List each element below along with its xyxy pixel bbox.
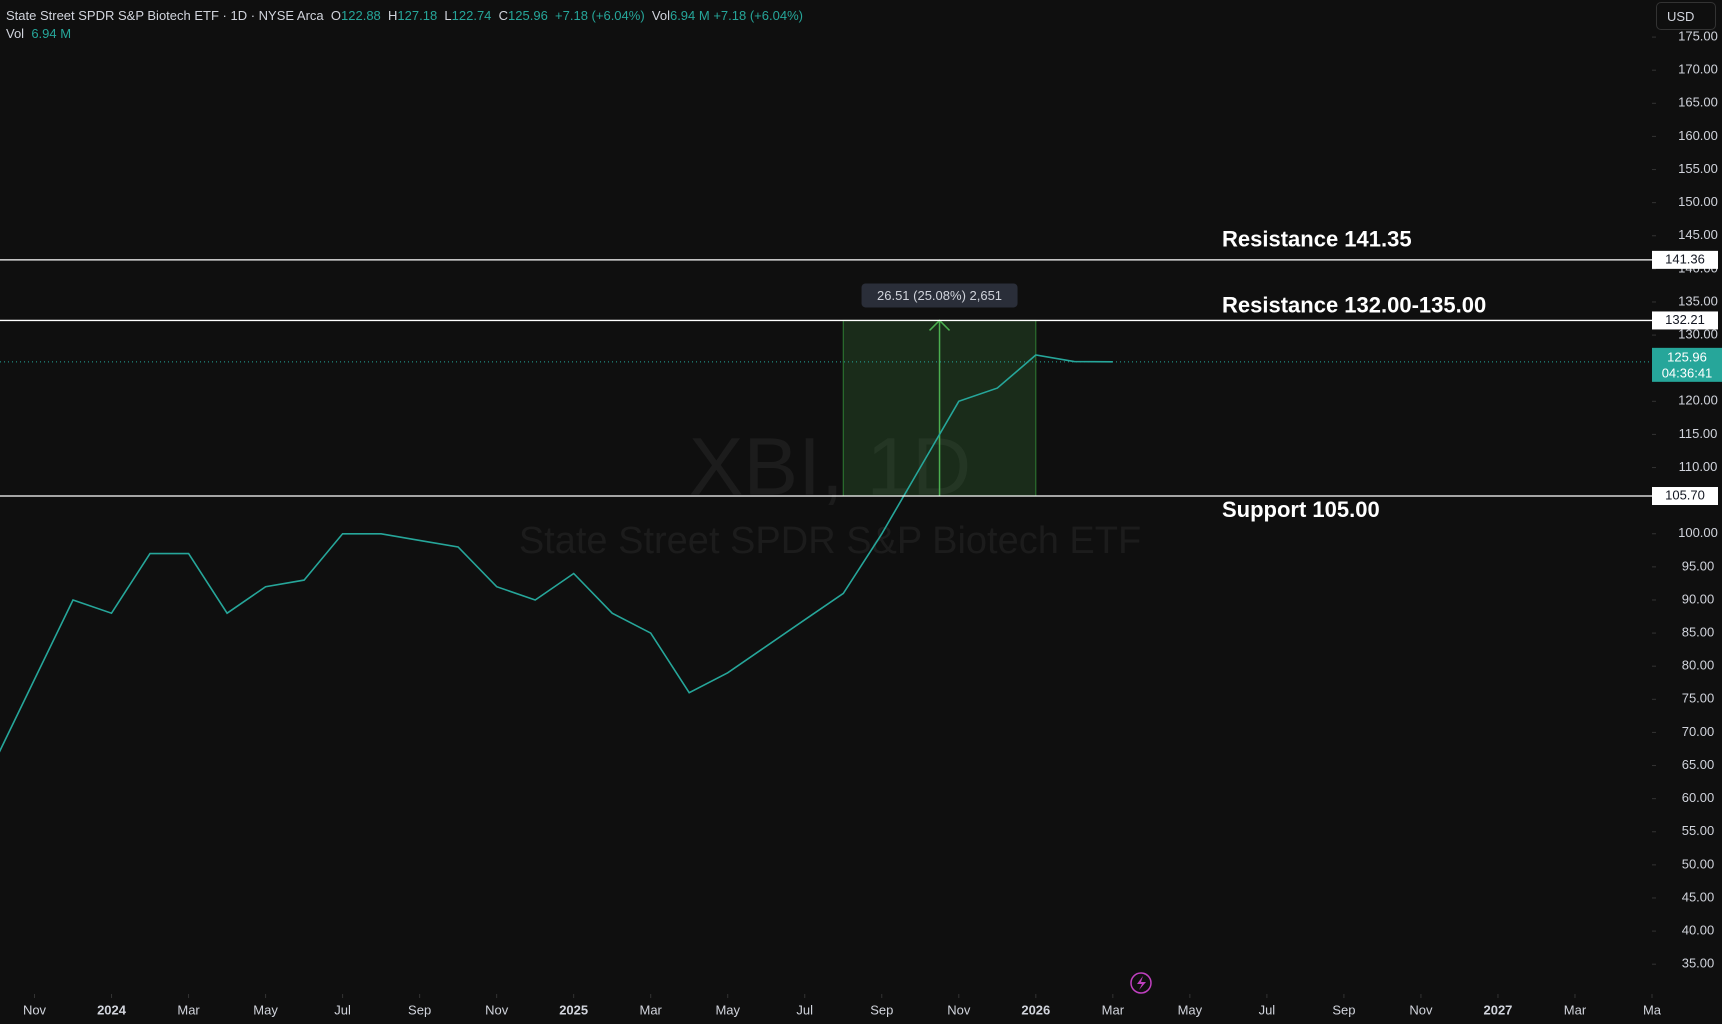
y-tick-label: 65.00 [1682, 757, 1715, 772]
x-tick-label: Nov [947, 1002, 971, 1017]
x-tick-label: Jul [334, 1002, 351, 1017]
current-price-box [1652, 347, 1722, 382]
level-note: Resistance 132.00-135.00 [1222, 292, 1486, 317]
ohlc-key: C [498, 8, 509, 23]
x-tick-label: Nov [23, 1002, 47, 1017]
y-tick-label: 70.00 [1682, 724, 1715, 739]
y-tick-label: 50.00 [1682, 856, 1715, 871]
level-label-bg [1652, 311, 1718, 330]
y-tick-label: 115.00 [1679, 426, 1718, 441]
x-tick-label: May [253, 1002, 278, 1017]
x-tick-label: 2026 [1021, 1002, 1050, 1017]
ohlc-value: 122.88 [341, 8, 381, 23]
ohlc-value: 125.96 [508, 8, 548, 23]
event-icon-bolt [1137, 976, 1146, 990]
vol: 6.94 M [31, 26, 72, 41]
y-tick-label: 100.00 [1678, 525, 1718, 540]
measure-label: 26.51 (25.08%) 2,651 [877, 288, 1002, 303]
event-icon[interactable] [1130, 972, 1152, 994]
level-note: Support 105.00 [1222, 497, 1380, 522]
ohlc-key: L [444, 8, 452, 23]
y-tick-label: 170.00 [1678, 62, 1718, 77]
level-label: 105.70 [1665, 487, 1705, 502]
watermark-name: State Street SPDR S&P Biotech ETF [519, 520, 1141, 562]
ohlc: O122.88 H127.18 L122.74 C125.96 [331, 8, 555, 23]
x-tick-label: Mar [1102, 1002, 1125, 1017]
level-label-bg [1652, 250, 1718, 269]
change: +7.18 (+6.04%) [713, 8, 803, 23]
header-line: Vol 6.94 M [6, 25, 803, 43]
y-tick-label: 35.00 [1682, 956, 1715, 971]
legend-header: State Street SPDR S&P Biotech ETF · 1D ·… [6, 7, 803, 43]
y-tick-label: 45.00 [1682, 889, 1715, 904]
x-tick-label: Jul [796, 1002, 813, 1017]
y-tick-label: 130.00 [1678, 327, 1718, 342]
ohlc-key: O [330, 8, 342, 23]
y-tick-label: 145.00 [1678, 227, 1718, 242]
y-tick-label: 175.00 [1678, 29, 1718, 44]
vol-label: Vol [651, 8, 670, 23]
price-line [0, 354, 1113, 753]
y-tick-label: 150.00 [1678, 194, 1718, 209]
x-tick-label: May [715, 1002, 740, 1017]
x-tick-label: Nov [485, 1002, 509, 1017]
y-tick-label: 160.00 [1678, 128, 1718, 143]
y-tick-label: 95.00 [1682, 558, 1715, 573]
y-tick-label: 75.00 [1682, 691, 1715, 706]
watermark-symbol: XBI, 1D [689, 422, 972, 513]
y-tick-label: 110.00 [1679, 459, 1718, 474]
current-price-label: 125.96 [1667, 349, 1707, 364]
change: +7.18 (+6.04%) [555, 8, 645, 23]
y-tick-label: 60.00 [1682, 790, 1715, 805]
y-tick-label: 120.00 [1678, 393, 1718, 408]
y-tick-label: 55.00 [1682, 823, 1715, 838]
watermark: XBI, 1D State Street SPDR S&P Biotech ETF [519, 422, 1141, 562]
y-tick-label: 165.00 [1678, 95, 1718, 110]
x-tick-label: Mar [640, 1002, 663, 1017]
countdown-label: 04:36:41 [1662, 365, 1713, 380]
x-tick-label: 2025 [559, 1002, 588, 1017]
x-tick-label: Sep [1332, 1002, 1355, 1017]
vol-label: Vol [6, 26, 25, 41]
x-tick-label: Sep [870, 1002, 893, 1017]
level-label-bg [1652, 487, 1718, 506]
x-tick-label: Ma [1643, 1002, 1662, 1017]
ohlc-value: 122.74 [451, 8, 492, 23]
ohlc-value: 127.18 [397, 8, 438, 23]
y-tick-label: 135.00 [1678, 293, 1718, 308]
level-note: Resistance 141.35 [1222, 227, 1412, 252]
y-tick-label: 85.00 [1682, 625, 1715, 640]
x-tick-label: 2024 [97, 1002, 127, 1017]
vol: 6.94 M [669, 8, 710, 23]
measure-label-bg [861, 283, 1018, 308]
x-tick-label: Sep [408, 1002, 431, 1017]
y-tick-label: 80.00 [1682, 658, 1715, 673]
x-tick-label: Jul [1259, 1002, 1276, 1017]
ohlc-key: H [388, 8, 398, 23]
level-label: 141.36 [1665, 251, 1705, 266]
x-tick-label: Mar [177, 1002, 200, 1017]
symbol: State Street SPDR S&P Biotech ETF · 1D ·… [6, 8, 324, 23]
level-label: 132.21 [1665, 312, 1705, 327]
header-line: State Street SPDR S&P Biotech ETF · 1D ·… [6, 7, 803, 25]
y-tick-label: 155.00 [1678, 161, 1718, 176]
y-tick-label: 40.00 [1682, 923, 1715, 938]
x-tick-label: Mar [1564, 1002, 1587, 1017]
plot: 26.51 (25.08%) 2,651 [0, 283, 1113, 753]
currency-button[interactable]: USD [1656, 2, 1716, 30]
x-tick-label: May [1178, 1002, 1203, 1017]
x-tick-label: 2027 [1483, 1002, 1512, 1017]
x-tick-label: Nov [1409, 1002, 1433, 1017]
y-tick-label: 90.00 [1682, 591, 1715, 606]
